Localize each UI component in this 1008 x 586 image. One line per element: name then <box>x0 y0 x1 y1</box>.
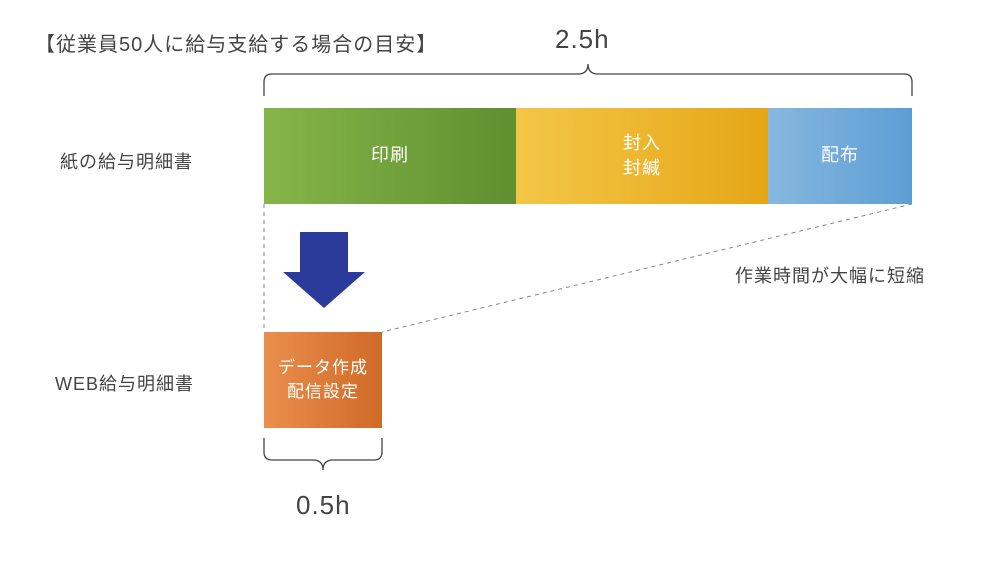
paper-segment-stuff-label: 封入封緘 <box>623 131 661 181</box>
bottom-time-label: 0.5h <box>296 490 351 521</box>
top-time-label: 2.5h <box>555 24 610 55</box>
paper-segment-stuff: 封入封緘 <box>516 108 768 204</box>
overlay-lines <box>0 0 1008 586</box>
web-segment: データ作成配信設定 <box>264 332 382 428</box>
paper-segment-print: 印刷 <box>264 108 516 204</box>
paper-segment-distribute: 配布 <box>768 108 912 204</box>
paper-segment-print-label: 印刷 <box>371 143 409 168</box>
paper-segment-distribute-label: 配布 <box>821 143 859 168</box>
paper-row-label: 紙の給与明細書 <box>60 148 193 174</box>
reduction-note: 作業時間が大幅に短縮 <box>735 262 925 288</box>
web-segment-label: データ作成配信設定 <box>278 356 368 404</box>
diagram-root: 【従業員50人に給与支給する場合の目安】 2.5h 紙の給与明細書 印刷 封入封… <box>0 0 1008 586</box>
diagram-title: 【従業員50人に給与支給する場合の目安】 <box>35 28 437 57</box>
web-row-label: WEB給与明細書 <box>55 370 194 396</box>
